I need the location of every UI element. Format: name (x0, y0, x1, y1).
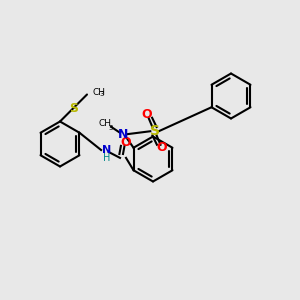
Text: S: S (149, 124, 160, 138)
Text: CH: CH (92, 88, 105, 97)
Text: CH: CH (98, 119, 112, 128)
Text: N: N (118, 128, 128, 141)
Text: N: N (102, 145, 111, 155)
Text: 3: 3 (108, 125, 113, 131)
Text: O: O (121, 136, 131, 149)
Text: O: O (142, 108, 152, 121)
Text: O: O (157, 141, 167, 154)
Text: 3: 3 (100, 91, 104, 97)
Text: H: H (103, 153, 110, 163)
Text: S: S (69, 101, 78, 115)
